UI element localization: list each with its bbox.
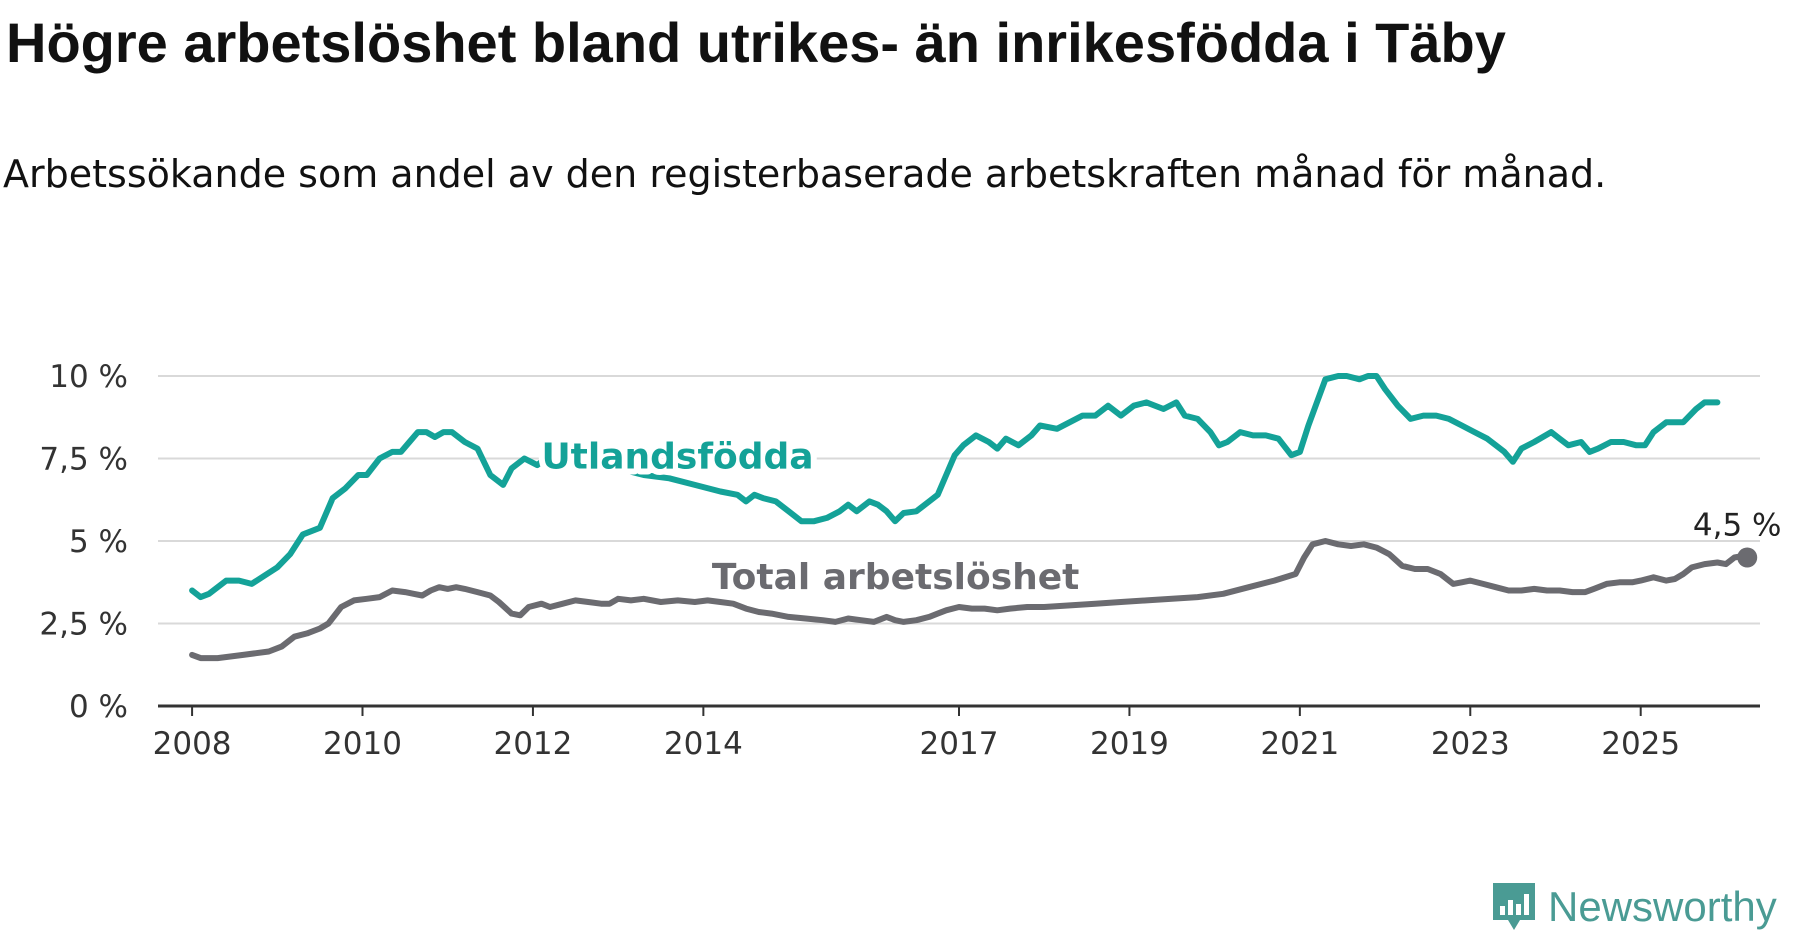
x-tick-label: 2012 — [493, 726, 572, 762]
newsworthy-brand: Newsworthy — [1490, 880, 1777, 934]
x-tick-label: 2021 — [1260, 726, 1339, 762]
chart-title: Högre arbetslöshet bland utrikes- än inr… — [6, 11, 1506, 74]
series-label: Utlandsfödda — [541, 436, 813, 477]
x-tick-label: 2017 — [920, 726, 999, 762]
y-tick-label: 2,5 % — [39, 607, 128, 643]
x-tick-label: 2019 — [1090, 726, 1169, 762]
series-line — [189, 373, 1721, 601]
newsworthy-logo-icon — [1493, 883, 1535, 930]
x-axis: 2008 2010 2012 2014 2017 2019 2021 2023 2025 — [153, 704, 1760, 762]
series-lines — [189, 373, 1758, 662]
x-tick-label: 2008 — [153, 726, 232, 762]
brand-name: Newsworthy — [1548, 883, 1777, 930]
x-tick-label: 2025 — [1601, 726, 1680, 762]
y-tick-label: 5 % — [69, 524, 128, 560]
x-tick-label: 2023 — [1431, 726, 1510, 762]
x-tick-label: 2010 — [323, 726, 402, 762]
y-tick-label: 7,5 % — [39, 442, 128, 478]
y-tick-label: 0 % — [69, 689, 128, 725]
end-value-label: 4,5 % — [1693, 508, 1782, 544]
series-label: Total arbetslöshet — [712, 557, 1080, 598]
y-axis-tick-labels: 0 % 2,5 % 5 % 7,5 % 10 % — [39, 359, 128, 725]
y-tick-label: 10 % — [49, 359, 128, 395]
end-point-marker — [1737, 547, 1758, 568]
chart-subtitle: Arbetssökande som andel av den registerb… — [3, 152, 1607, 196]
series-line — [189, 538, 1751, 662]
series-labels: Utlandsfödda Total arbetslöshet 4,5 % — [535, 430, 1782, 603]
gridlines — [158, 375, 1760, 625]
x-tick-label: 2014 — [664, 726, 743, 762]
